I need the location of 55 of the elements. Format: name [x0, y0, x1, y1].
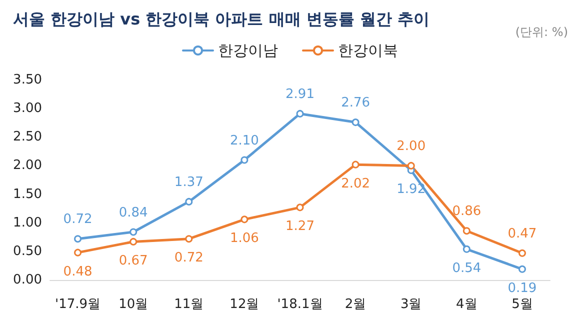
point: [185, 235, 193, 243]
data-label: 0.67: [118, 253, 148, 268]
legend-label: 한강이남: [218, 42, 278, 60]
data-label: 2.10: [230, 133, 259, 148]
data-label: 1.06: [230, 231, 259, 246]
data-label: 2.91: [286, 86, 314, 102]
y-tick-label: 0.00: [13, 272, 42, 288]
data-label: 2.00: [396, 138, 426, 154]
x-tick-label: 4월: [456, 297, 478, 312]
data-label: 0.86: [452, 204, 482, 220]
point: [240, 216, 248, 224]
data-label: 0.19: [508, 280, 537, 296]
point: [352, 160, 360, 168]
data-label: 2.02: [341, 176, 370, 192]
y-tick-label: 2.00: [13, 158, 42, 174]
y-tick-label: 1.00: [13, 215, 42, 230]
point: [462, 227, 470, 235]
data-label: 0.84: [118, 205, 148, 220]
x-tick-label: 2월: [344, 297, 366, 312]
data-label: 1.27: [286, 219, 314, 234]
x-tick-label: 10월: [118, 297, 148, 312]
point: [296, 110, 304, 118]
point: [518, 265, 526, 273]
data-label: 0.48: [63, 264, 92, 280]
x-tick-label: '18.1월: [277, 297, 323, 312]
x-tick-label: 11월: [174, 297, 204, 312]
data-label: 0.47: [508, 226, 537, 242]
data-label: 1.37: [174, 174, 204, 190]
x-tick-label: 12월: [230, 297, 260, 312]
y-tick-label: 1.50: [13, 186, 42, 202]
y-tick-label: 2.50: [13, 130, 42, 145]
chart-title: 서울 한강이남 vs 한강이북 아파트 매매 변동률 월간 추이: [13, 10, 430, 28]
point: [296, 204, 304, 212]
point: [130, 228, 138, 236]
data-label: 0.72: [63, 212, 92, 228]
point: [130, 238, 138, 246]
data-label: 2.76: [341, 96, 370, 111]
data-label: 0.72: [174, 250, 204, 266]
point: [407, 162, 415, 170]
x-tick-label: 5월: [512, 297, 533, 312]
x-tick-label: 3월: [400, 297, 422, 312]
point: [352, 118, 360, 126]
legend-label: 한강이북: [338, 42, 398, 60]
point: [185, 198, 193, 206]
y-tick-label: 3.00: [13, 101, 42, 116]
x-tick-label: '17.9월: [55, 297, 101, 312]
point: [518, 249, 526, 257]
y-tick-label: 3.50: [13, 72, 42, 88]
data-label: 0.54: [452, 260, 482, 276]
point: [462, 245, 470, 253]
point: [240, 156, 248, 164]
y-tick-label: 0.50: [13, 244, 42, 259]
text: (단위: %): [515, 25, 568, 39]
point: [74, 248, 82, 256]
point: [74, 235, 82, 243]
